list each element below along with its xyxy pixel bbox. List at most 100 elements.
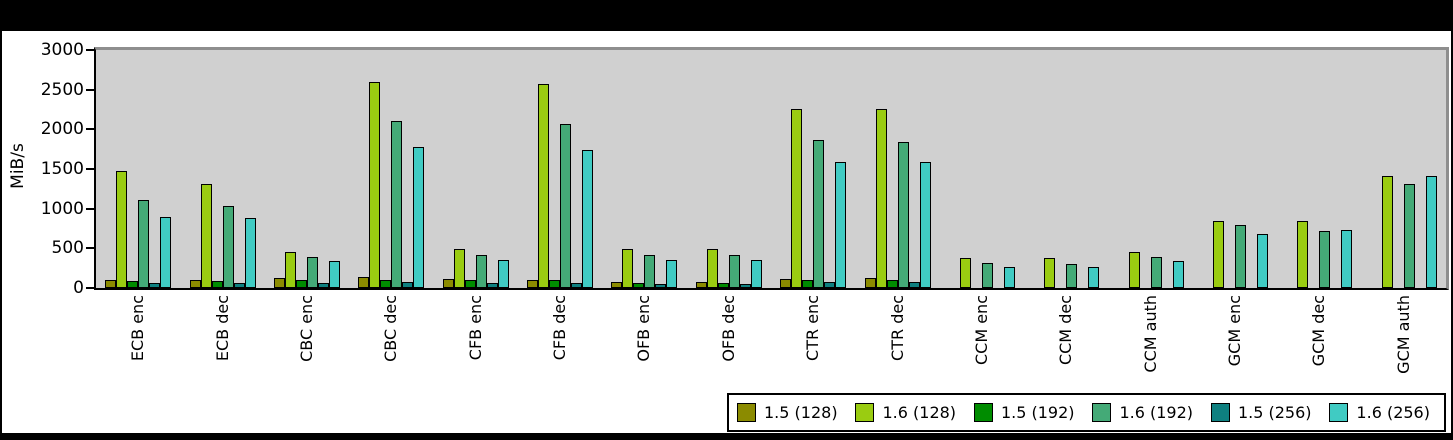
bar — [295, 280, 307, 288]
bar — [475, 255, 487, 288]
bar-group-cbc-enc — [265, 50, 349, 288]
y-tick-mark — [86, 168, 94, 170]
bar — [1297, 221, 1309, 288]
x-axis-label: OFB enc — [634, 295, 654, 362]
bar — [864, 278, 876, 288]
y-tick-mark — [86, 247, 94, 250]
bar — [284, 252, 296, 288]
bar-group-ccm-enc — [940, 50, 1024, 288]
x-axis-label: ECB enc — [128, 295, 148, 362]
bar — [233, 283, 245, 288]
bar — [538, 84, 550, 288]
y-tick-label: 3000 — [40, 40, 84, 60]
bar-group-ctr-enc — [771, 50, 855, 288]
legend-swatch — [1210, 403, 1230, 422]
legend-label: 1.5 (192) — [1000, 403, 1075, 422]
bar — [369, 82, 381, 288]
bar-group-cfb-enc — [434, 50, 518, 288]
bar — [750, 260, 762, 288]
bar — [358, 277, 370, 288]
bar — [464, 280, 476, 288]
bar — [1341, 230, 1353, 288]
bar — [189, 280, 201, 288]
legend-swatch — [973, 403, 993, 422]
bar — [959, 258, 971, 288]
y-tick-mark — [86, 88, 94, 91]
x-axis-label: CCM enc — [971, 295, 991, 366]
bar — [306, 257, 318, 288]
y-tick-mark — [86, 207, 94, 210]
x-axis-label: GCM enc — [1225, 295, 1245, 367]
y-tick-mark — [86, 287, 94, 289]
bar — [486, 283, 498, 288]
bar — [739, 284, 751, 288]
bar — [105, 280, 117, 288]
bar-group-ecb-dec — [180, 50, 264, 288]
bar — [622, 249, 634, 288]
legend-swatch — [855, 403, 875, 422]
bar — [1150, 257, 1162, 288]
bar-group-gcm-dec — [1277, 50, 1361, 288]
chart-canvas: MiB/s 0 500 1000 1500 2000 2500 3000 ECB enc EC… — [2, 31, 1451, 433]
bar — [442, 279, 454, 288]
y-tick-mark — [86, 128, 94, 131]
bar — [611, 282, 623, 288]
bar — [1319, 231, 1331, 288]
x-axis-label: CBC enc — [296, 295, 316, 362]
bar — [380, 280, 392, 288]
bar-group-ofb-enc — [602, 50, 686, 288]
bar — [1381, 176, 1393, 288]
legend-entry: 1.6 (192) — [1092, 403, 1193, 422]
bar — [706, 249, 718, 288]
legend-label: 1.6 (128) — [882, 403, 957, 422]
bar — [1425, 176, 1437, 288]
bar — [1066, 264, 1078, 288]
y-tick-mark — [86, 49, 94, 51]
bar-group-ofb-dec — [687, 50, 771, 288]
bar — [527, 280, 539, 288]
bar — [160, 217, 172, 288]
bar — [1235, 225, 1247, 288]
titlebar — [0, 0, 1453, 31]
bar-group-cfb-dec — [518, 50, 602, 288]
bar — [402, 282, 414, 288]
x-axis-label: CFB dec — [550, 295, 570, 361]
bar — [728, 255, 740, 288]
bar — [571, 283, 583, 288]
bar — [273, 278, 285, 288]
x-axis-label: CTR enc — [803, 295, 823, 361]
bar-group-ctr-dec — [855, 50, 939, 288]
x-axis-label: CTR dec — [887, 295, 907, 361]
y-tick-label: 500 — [51, 238, 84, 259]
bar-group-ccm-auth — [1109, 50, 1193, 288]
bar — [1257, 234, 1269, 288]
bar — [560, 124, 572, 288]
bar-group-ccm-dec — [1024, 50, 1108, 288]
bar — [835, 162, 847, 288]
bar-group-cbc-dec — [349, 50, 433, 288]
bar — [453, 249, 465, 288]
bar — [391, 121, 403, 288]
legend-entry: 1.5 (256) — [1210, 403, 1312, 422]
bar — [582, 150, 594, 288]
bar — [908, 282, 920, 288]
bar — [1044, 258, 1056, 288]
x-axis-label: CBC dec — [381, 295, 401, 362]
y-tick-label: 1000 — [40, 198, 84, 219]
bar — [127, 281, 139, 288]
bar-group-gcm-enc — [1193, 50, 1277, 288]
bar — [1003, 267, 1015, 288]
bar — [802, 280, 814, 288]
y-tick-label: 0 — [73, 278, 84, 298]
bar — [813, 140, 825, 288]
bar — [549, 280, 561, 288]
bar — [244, 218, 256, 288]
legend-swatch — [1329, 403, 1349, 422]
bar-group-ecb-enc — [96, 50, 180, 288]
bar — [497, 260, 509, 288]
y-tick-label: 2000 — [40, 119, 84, 140]
x-axis-label: GCM auth — [1393, 295, 1413, 374]
legend-label: 1.6 (256) — [1356, 403, 1430, 422]
bar — [149, 283, 161, 288]
x-axis-label: GCM dec — [1309, 295, 1329, 367]
